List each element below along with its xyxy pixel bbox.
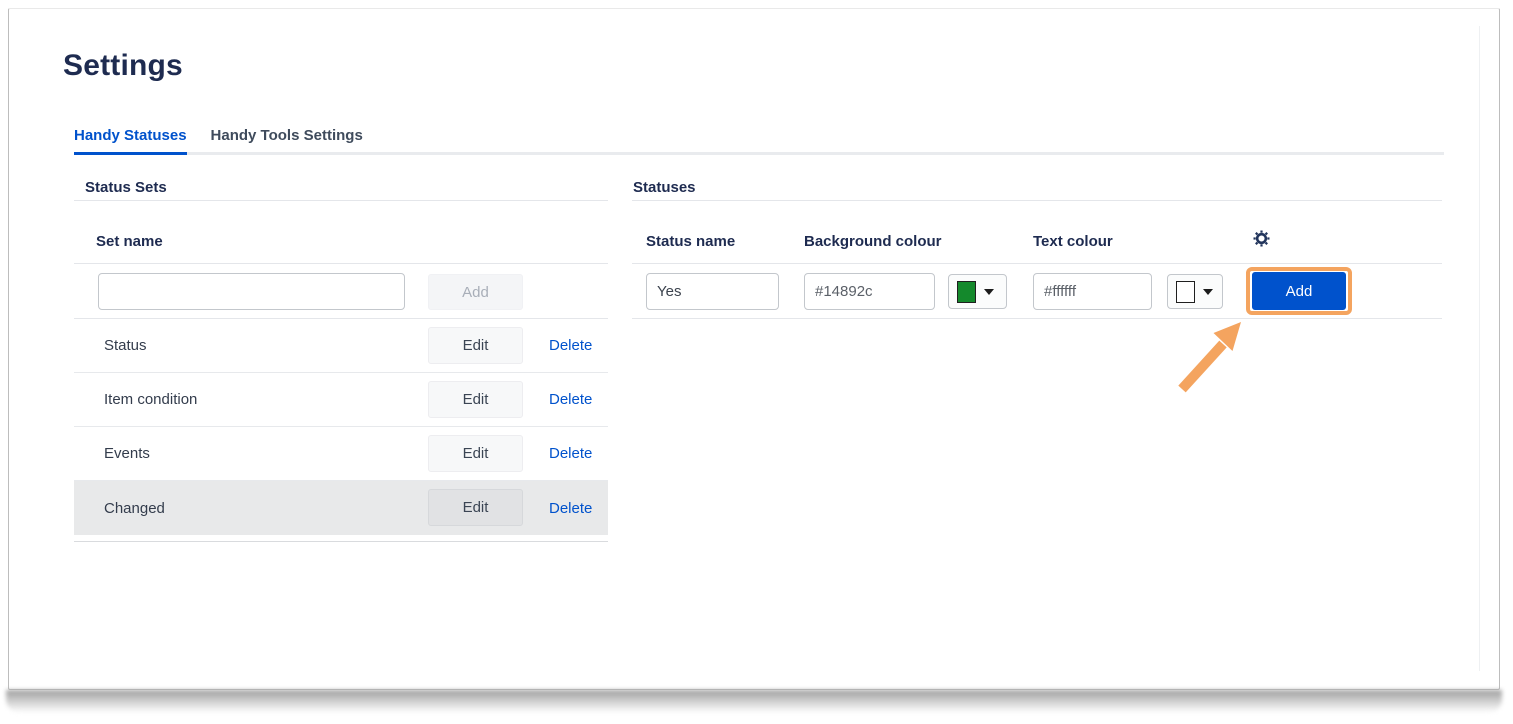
status-set-row-selected: Changed Edit Delete [74,481,608,535]
edit-button[interactable]: Edit [428,381,523,418]
background-colour-dropdown[interactable] [948,274,1007,309]
set-name-label: Status [104,337,147,354]
delete-link[interactable]: Delete [549,337,593,354]
background-colour-swatch [957,280,976,303]
annotation-arrow [1178,322,1241,393]
content-edge-line [1479,26,1480,671]
statuses-panel: Statuses Status name Background colour T… [632,166,1442,319]
delete-link[interactable]: Delete [549,445,593,462]
add-set-button[interactable]: Add [428,274,523,310]
background-colour-column-header: Background colour [804,233,942,250]
status-name-column-header: Status name [646,233,736,250]
add-status-form-row: Add [632,264,1442,319]
statuses-header-row: Status name Background colour Text colou… [632,201,1442,264]
add-set-form-row: Add [74,264,608,319]
set-name-input[interactable] [98,273,405,310]
text-colour-column-header: Text colour [1033,233,1113,250]
panel-bottom-divider [74,535,608,542]
status-name-input[interactable] [646,273,779,310]
chevron-down-icon [984,288,994,295]
edit-button[interactable]: Edit [428,327,523,364]
tab-bar: Handy Statuses Handy Tools Settings [74,119,1444,155]
status-set-row: Status Edit Delete [74,319,608,373]
set-name-label: Changed [104,499,165,517]
page-title: Settings [63,49,183,82]
gear-icon[interactable] [1253,230,1270,252]
status-sets-header-row: Set name [74,201,608,264]
status-set-row: Item condition Edit Delete [74,373,608,427]
status-set-row: Events Edit Delete [74,427,608,481]
text-colour-dropdown[interactable] [1167,274,1223,309]
text-colour-input[interactable] [1033,273,1152,310]
chevron-down-icon [1203,288,1213,295]
status-sets-panel: Status Sets Set name Add Status Edit Del… [74,166,608,542]
status-sets-title: Status Sets [74,166,608,201]
frame-shadow [6,690,1502,713]
statuses-title: Statuses [632,166,1442,201]
edit-button[interactable]: Edit [428,489,523,526]
set-name-label: Events [104,445,150,462]
tab-handy-tools-settings[interactable]: Handy Tools Settings [210,127,363,144]
edit-button[interactable]: Edit [428,435,523,472]
background-colour-input[interactable] [804,273,935,310]
delete-link[interactable]: Delete [549,391,593,408]
tab-handy-statuses[interactable]: Handy Statuses [74,119,187,155]
set-name-column-header: Set name [96,233,163,250]
text-colour-swatch [1176,280,1195,303]
statuses-add-button[interactable]: Add [1252,272,1346,310]
settings-page: Settings Handy Statuses Handy Tools Sett… [8,8,1500,690]
set-name-label: Item condition [104,391,198,408]
delete-link[interactable]: Delete [549,499,593,517]
